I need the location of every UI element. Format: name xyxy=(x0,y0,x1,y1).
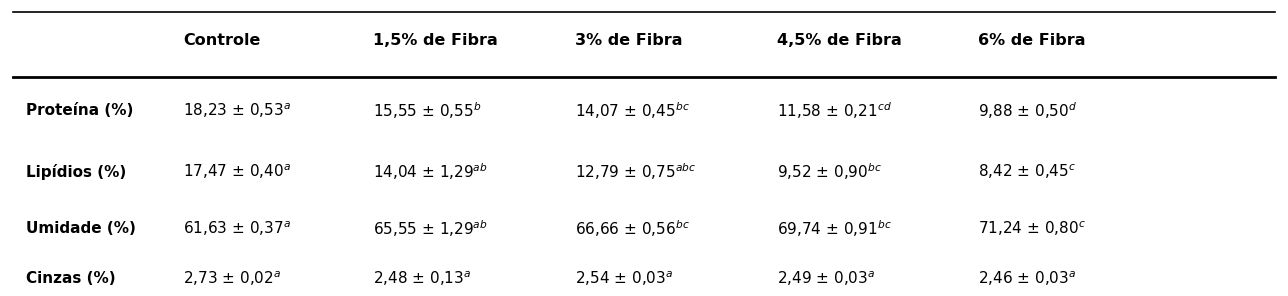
Text: 12,79 ± 0,75$^{abc}$: 12,79 ± 0,75$^{abc}$ xyxy=(574,161,696,182)
Text: 2,54 ± 0,03$^{a}$: 2,54 ± 0,03$^{a}$ xyxy=(574,269,672,288)
Text: 9,52 ± 0,90$^{bc}$: 9,52 ± 0,90$^{bc}$ xyxy=(777,161,881,182)
Text: 6% de Fibra: 6% de Fibra xyxy=(979,33,1086,48)
Text: Cinzas (%): Cinzas (%) xyxy=(26,271,115,286)
Text: 2,48 ± 0,13$^{a}$: 2,48 ± 0,13$^{a}$ xyxy=(372,269,471,288)
Text: 66,66 ± 0,56$^{bc}$: 66,66 ± 0,56$^{bc}$ xyxy=(574,218,689,239)
Text: 65,55 ± 1,29$^{ab}$: 65,55 ± 1,29$^{ab}$ xyxy=(372,218,487,239)
Text: Controle: Controle xyxy=(183,33,260,48)
Text: 2,73 ± 0,02$^{a}$: 2,73 ± 0,02$^{a}$ xyxy=(183,269,282,288)
Text: 61,63 ± 0,37$^{a}$: 61,63 ± 0,37$^{a}$ xyxy=(183,219,291,238)
Text: 69,74 ± 0,91$^{bc}$: 69,74 ± 0,91$^{bc}$ xyxy=(777,218,891,239)
Text: 2,49 ± 0,03$^{a}$: 2,49 ± 0,03$^{a}$ xyxy=(777,269,875,288)
Text: 9,88 ± 0,50$^{d}$: 9,88 ± 0,50$^{d}$ xyxy=(979,100,1078,121)
Text: 71,24 ± 0,80$^{c}$: 71,24 ± 0,80$^{c}$ xyxy=(979,219,1087,238)
Text: Lipídios (%): Lipídios (%) xyxy=(26,164,126,180)
Text: 11,58 ± 0,21$^{cd}$: 11,58 ± 0,21$^{cd}$ xyxy=(777,100,891,121)
Text: 17,47 ± 0,40$^{a}$: 17,47 ± 0,40$^{a}$ xyxy=(183,162,291,181)
Text: Umidade (%): Umidade (%) xyxy=(26,221,135,236)
Text: 14,07 ± 0,45$^{bc}$: 14,07 ± 0,45$^{bc}$ xyxy=(574,100,689,121)
Text: 3% de Fibra: 3% de Fibra xyxy=(574,33,683,48)
Text: 8,42 ± 0,45$^{c}$: 8,42 ± 0,45$^{c}$ xyxy=(979,162,1077,181)
Text: 4,5% de Fibra: 4,5% de Fibra xyxy=(777,33,902,48)
Text: 14,04 ± 1,29$^{ab}$: 14,04 ± 1,29$^{ab}$ xyxy=(372,161,487,182)
Text: 15,55 ± 0,55$^{b}$: 15,55 ± 0,55$^{b}$ xyxy=(372,100,482,121)
Text: 18,23 ± 0,53$^{a}$: 18,23 ± 0,53$^{a}$ xyxy=(183,101,291,120)
Text: 2,46 ± 0,03$^{a}$: 2,46 ± 0,03$^{a}$ xyxy=(979,269,1077,288)
Text: Proteína (%): Proteína (%) xyxy=(26,103,133,118)
Text: 1,5% de Fibra: 1,5% de Fibra xyxy=(372,33,497,48)
